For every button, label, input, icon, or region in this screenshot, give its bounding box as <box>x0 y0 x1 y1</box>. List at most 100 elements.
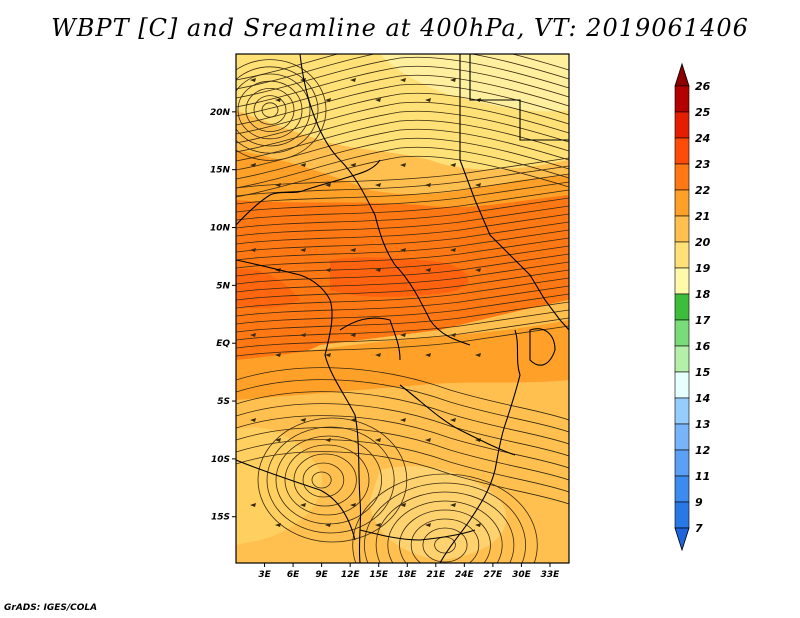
colorbar-cell <box>674 189 690 217</box>
streamline <box>236 261 569 293</box>
streamline-arrow <box>450 418 456 422</box>
x-tick-label: 9E <box>315 570 328 580</box>
streamline <box>236 253 569 285</box>
streamline <box>236 101 569 144</box>
streamline-arrow <box>375 438 381 442</box>
streamline-arrow <box>425 438 431 442</box>
x-tick-label: 27E <box>484 570 504 580</box>
streamline <box>236 146 569 189</box>
coastlines <box>236 54 569 563</box>
streamline-arrow <box>375 98 381 102</box>
streamline-arrow <box>250 333 256 337</box>
streamline <box>253 95 287 125</box>
streamline <box>302 462 345 498</box>
streamline <box>422 527 468 563</box>
streamline <box>236 229 569 261</box>
streamline <box>375 491 515 563</box>
y-axis: 20N 15N 10N 5N EQ 5S 10S 15S <box>210 108 236 523</box>
colorbar-cell <box>674 267 690 295</box>
colorbar-label: 15 <box>695 366 711 379</box>
colorbar-cell <box>674 475 690 503</box>
streamline <box>236 379 569 433</box>
colorbar-cell <box>674 345 690 373</box>
colorbar-cell <box>674 215 690 243</box>
colorbar-cell <box>674 293 690 321</box>
streamline <box>236 427 569 481</box>
colorbar-label: 12 <box>695 444 711 457</box>
streamline-arrow <box>475 183 481 187</box>
streamline-arrow <box>450 333 456 337</box>
streamline <box>236 205 569 237</box>
colorbar-label: 22 <box>695 184 711 197</box>
x-tick-label: 18E <box>398 570 418 580</box>
streamline-arrow <box>325 183 331 187</box>
streamline-arrow <box>350 78 356 82</box>
streamline <box>236 285 569 317</box>
streamline-arrow <box>400 418 406 422</box>
colorbar-label: 24 <box>695 132 710 145</box>
streamline-arrow <box>300 503 306 507</box>
streamline <box>236 221 569 253</box>
streamline-arrow <box>400 163 406 167</box>
colorbar-cell <box>674 371 690 399</box>
streamline-arrow <box>325 98 331 102</box>
streamline <box>266 426 395 534</box>
streamline <box>236 325 569 357</box>
streamline-arrow <box>375 523 381 527</box>
streamline <box>236 451 569 505</box>
streamline <box>236 403 569 457</box>
y-tick-label: 15S <box>211 513 230 523</box>
streamline-arrow <box>325 523 331 527</box>
streamline <box>236 237 569 269</box>
streamline <box>236 157 569 189</box>
streamline-arrow <box>325 353 331 357</box>
x-tick-label: 30E <box>512 570 532 580</box>
streamline <box>236 54 569 81</box>
colorbar-label: 23 <box>695 158 711 171</box>
streamline <box>236 119 569 162</box>
colorbar-label: 26 <box>695 80 711 93</box>
streamline <box>275 435 383 525</box>
grads-credit: GrADS: IGES/COLA <box>4 603 98 613</box>
streamline-arrow <box>425 268 431 272</box>
plot-frame <box>235 53 570 564</box>
streamline-arrow <box>450 78 456 82</box>
streamline-arrow <box>425 353 431 357</box>
streamline-arrow <box>275 183 281 187</box>
streamline-arrow <box>250 163 256 167</box>
streamline <box>352 473 538 563</box>
streamline-arrow <box>350 503 356 507</box>
streamline <box>236 181 569 213</box>
streamline-arrow <box>300 163 306 167</box>
streamline-arrow <box>400 78 406 82</box>
colorbar-cell <box>674 163 690 191</box>
streamline <box>236 301 569 333</box>
colorbar-min-triangle <box>674 527 690 552</box>
streamline-arrow <box>325 268 331 272</box>
x-tick-label: 21E <box>426 570 446 580</box>
streamline <box>261 102 279 118</box>
x-axis: 3E 6E 9E 12E 15E 18E 21E 24E 27E 30E 33E <box>258 563 560 580</box>
streamline-arrow <box>250 248 256 252</box>
streamline-arrow <box>300 248 306 252</box>
colorbar-label: 16 <box>695 340 711 353</box>
colorbar-label: 11 <box>695 470 710 483</box>
y-tick-label: EQ <box>216 339 230 349</box>
streamline <box>236 213 569 245</box>
colorbar-cell <box>674 85 690 113</box>
streamline-arrow <box>475 268 481 272</box>
streamline-arrow <box>450 163 456 167</box>
x-tick-label: 33E <box>541 570 561 580</box>
x-tick-label: 15E <box>369 570 389 580</box>
streamline-arrow <box>275 353 281 357</box>
colorbar-cell <box>674 111 690 139</box>
streamline <box>236 54 569 90</box>
streamline-arrow <box>450 503 456 507</box>
streamline-arrow <box>425 98 431 102</box>
y-tick-label: 10N <box>210 224 231 234</box>
colorbar-cell <box>674 241 690 269</box>
streamline <box>236 165 569 197</box>
streamline-arrow <box>375 353 381 357</box>
streamline-arrow <box>400 248 406 252</box>
